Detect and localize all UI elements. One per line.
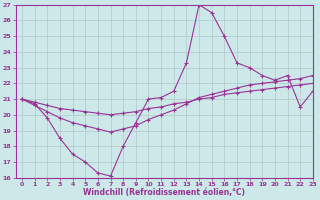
X-axis label: Windchill (Refroidissement éolien,°C): Windchill (Refroidissement éolien,°C) (83, 188, 245, 197)
